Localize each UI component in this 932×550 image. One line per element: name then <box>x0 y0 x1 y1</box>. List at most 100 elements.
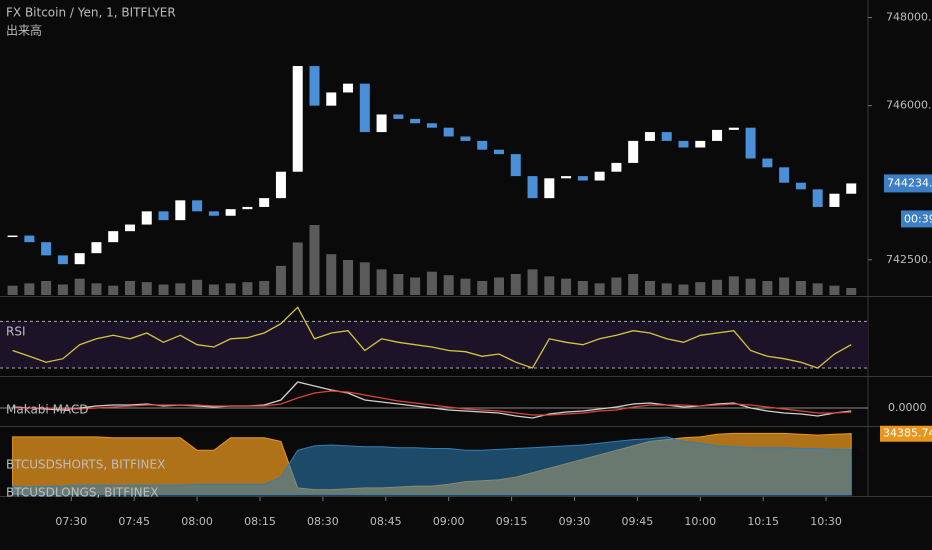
volume-bar <box>24 283 35 295</box>
series-label: BTCUSDLONGS, BITFINEX <box>6 486 158 500</box>
candle <box>678 140 689 148</box>
volume-bar <box>7 285 18 295</box>
candle <box>544 178 555 199</box>
candle <box>108 231 119 243</box>
y-tick-label: 0.0000 <box>888 401 927 414</box>
volume-bar <box>829 285 840 295</box>
candle <box>242 206 253 210</box>
volume-bar <box>678 284 689 295</box>
series-label: BTCUSDSHORTS, BITFINEX <box>6 458 165 472</box>
volume-bar <box>795 281 806 295</box>
candle <box>846 183 857 194</box>
candle <box>561 176 572 179</box>
area <box>12 436 852 496</box>
x-tick-label: 10:00 <box>684 515 716 528</box>
chart-title: FX Bitcoin / Yen, 1, BITFLYER <box>6 6 176 20</box>
candle <box>779 167 790 183</box>
x-tick-label: 08:45 <box>370 515 402 528</box>
volume-bar <box>544 276 555 295</box>
candle <box>795 182 806 190</box>
x-tick-label: 07:45 <box>118 515 150 528</box>
volume-bar <box>141 282 152 295</box>
x-tick-label: 09:30 <box>559 515 591 528</box>
volume-bar <box>57 284 68 295</box>
volume-bar <box>644 281 655 295</box>
volume-bar <box>527 269 538 295</box>
candle <box>292 66 303 172</box>
volume-bar <box>343 260 354 295</box>
volume-bar <box>712 279 723 295</box>
volume-bar <box>510 274 521 295</box>
volume-bar <box>779 277 790 295</box>
volume-bar <box>410 277 421 295</box>
x-tick-label: 09:00 <box>433 515 465 528</box>
candle <box>141 211 152 225</box>
volume-bar <box>275 265 286 295</box>
candle <box>577 176 588 181</box>
line <box>12 390 852 416</box>
volume-bar <box>292 242 303 295</box>
candle <box>57 255 68 265</box>
x-tick-label: 10:15 <box>747 515 779 528</box>
candle <box>74 253 85 265</box>
x-tick-label: 08:15 <box>244 515 276 528</box>
volume-bar <box>745 278 756 295</box>
volume-bar <box>74 278 85 295</box>
volume-bar <box>225 283 236 295</box>
candle <box>829 193 840 207</box>
candle <box>762 158 773 168</box>
candle <box>359 83 370 133</box>
volume-bar <box>477 281 488 295</box>
candle <box>175 200 186 221</box>
candle <box>158 211 169 221</box>
x-tick-label: 09:15 <box>496 515 528 528</box>
volume-bar <box>124 281 135 295</box>
volume-bar <box>594 283 605 295</box>
volume-bar <box>91 283 102 295</box>
countdown-box <box>901 210 932 228</box>
countdown: 00:39 <box>904 212 932 225</box>
candle <box>628 140 639 163</box>
last-value-label: 34385.7434 <box>883 427 932 440</box>
volume-bar <box>493 277 504 295</box>
candle <box>695 140 706 148</box>
volume-bar <box>393 274 404 295</box>
candle <box>24 235 35 243</box>
volume-bar <box>359 262 370 295</box>
volume-bar <box>561 278 572 295</box>
candle <box>225 209 236 216</box>
candle <box>644 132 655 141</box>
volume-bar <box>661 283 672 295</box>
candle <box>309 66 320 106</box>
volume-bar <box>41 281 52 295</box>
volume-bar <box>192 279 203 295</box>
volume-bar <box>443 275 454 295</box>
last-value-box <box>880 425 932 442</box>
x-tick-label: 10:30 <box>810 515 842 528</box>
candle <box>594 171 605 181</box>
candle <box>326 92 337 106</box>
candle <box>7 235 18 238</box>
y-tick-label: 748000.00 <box>886 11 932 24</box>
candle <box>745 127 756 159</box>
volume-bar <box>577 281 588 295</box>
candle <box>393 114 404 119</box>
volume-bar <box>242 282 253 295</box>
volume-bar <box>426 271 437 295</box>
volume-bar <box>259 281 270 295</box>
candle <box>611 162 622 172</box>
volume-bar <box>108 285 119 295</box>
x-tick-label: 08:30 <box>307 515 339 528</box>
panel-title: RSI <box>6 325 26 339</box>
volume-bar <box>628 274 639 295</box>
volume-bar <box>846 288 857 295</box>
volume-bar <box>326 254 337 295</box>
candle <box>527 176 538 199</box>
candle <box>91 242 102 254</box>
candle <box>426 123 437 128</box>
candle <box>510 154 521 177</box>
candle <box>460 136 471 141</box>
candle <box>812 189 823 207</box>
x-tick-label: 08:00 <box>181 515 213 528</box>
